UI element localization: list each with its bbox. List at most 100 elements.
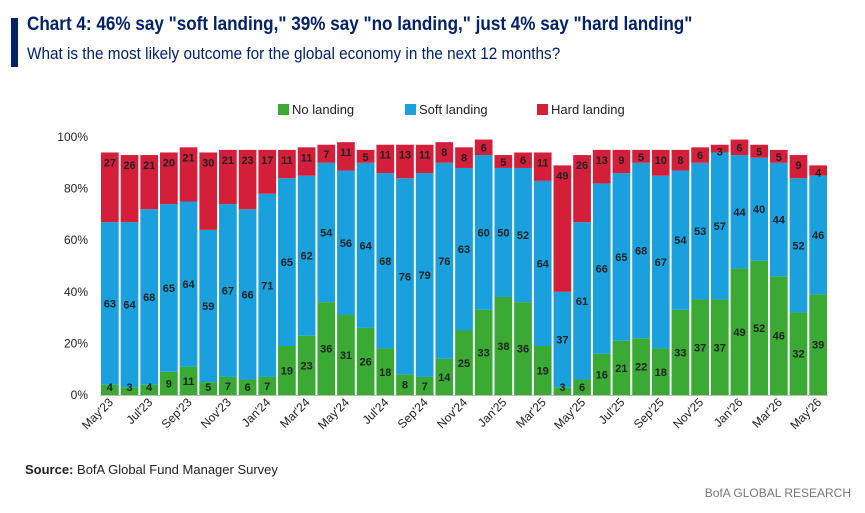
bar-segment-no-landing	[514, 302, 532, 395]
chart-data-labels: 4632736426468219652011642155930767216662…	[104, 142, 825, 394]
data-label: 66	[596, 264, 608, 276]
data-label: 30	[202, 157, 214, 169]
bar-segment-soft-landing	[258, 193, 277, 377]
bar-segment-soft-landing	[809, 175, 828, 295]
bar-segment-no-landing	[376, 348, 395, 395]
data-label: 9	[618, 155, 624, 167]
data-label: 13	[596, 155, 608, 167]
data-label: 5	[363, 152, 369, 164]
data-label: 54	[320, 227, 333, 239]
bar-segment-soft-landing	[553, 291, 572, 388]
bar-segment-no-landing	[553, 387, 572, 395]
data-label: 18	[655, 367, 667, 379]
data-label: 65	[281, 257, 293, 269]
x-tick-label: May'24	[315, 395, 352, 432]
data-label: 52	[792, 240, 804, 252]
bar-segment-soft-landing	[710, 152, 729, 300]
bar-segment-soft-landing	[317, 162, 336, 303]
x-axis: May'23 Jul'23 Sep'23 Nov'23 Jan'24 Mar'24 May'…	[79, 395, 825, 432]
data-label: 8	[441, 147, 447, 159]
bar-segment-hard-landing	[494, 155, 513, 168]
x-tick-label: Jul'25	[596, 395, 628, 427]
bar-segment-hard-landing	[455, 147, 473, 168]
y-tick-label: 80%	[64, 182, 88, 196]
bar-segment-soft-landing	[455, 167, 473, 331]
chart-title: Chart 4: 46% say "soft landing," 39% say…	[27, 14, 693, 35]
bar-segment-hard-landing	[337, 142, 355, 171]
bar-segment-no-landing	[258, 376, 277, 395]
data-label: 44	[773, 215, 786, 227]
x-tick-label: Jul'24	[360, 395, 392, 427]
data-label: 4	[146, 382, 153, 394]
data-label: 60	[478, 227, 490, 239]
data-label: 38	[497, 341, 509, 353]
y-tick-label: 40%	[64, 285, 88, 299]
bar-segment-no-landing	[317, 302, 336, 395]
bar-segment-hard-landing	[809, 165, 828, 176]
x-tick-label: Mar'25	[513, 395, 549, 431]
x-tick-label: Jan'26	[711, 395, 746, 430]
bar-segment-hard-landing	[396, 144, 414, 179]
bar-segment-no-landing	[612, 340, 631, 395]
bar-segment-soft-landing	[297, 175, 316, 336]
data-label: 5	[756, 147, 762, 159]
bar-segment-hard-landing	[219, 149, 237, 205]
data-label: 68	[143, 292, 155, 304]
data-label: 6	[520, 155, 526, 167]
bar-segment-soft-landing	[376, 173, 395, 349]
data-label: 71	[261, 280, 273, 292]
bar-segment-hard-landing	[710, 144, 729, 153]
data-label: 36	[320, 344, 332, 356]
data-label: 7	[264, 381, 270, 393]
data-label: 5	[500, 157, 506, 169]
data-label: 68	[379, 256, 391, 268]
chart-bars	[100, 139, 828, 395]
chart-legend: No landing Soft landing Hard landing	[278, 102, 625, 117]
bar-segment-soft-landing	[651, 175, 670, 349]
bar-segment-soft-landing	[632, 162, 650, 339]
bar-segment-no-landing	[592, 353, 611, 395]
bar-segment-no-landing	[809, 294, 828, 395]
bar-segment-soft-landing	[494, 167, 513, 297]
bar-segment-soft-landing	[219, 204, 237, 377]
data-label: 32	[792, 349, 804, 361]
x-tick-label: Jul'23	[124, 395, 156, 427]
bar-segment-no-landing	[691, 299, 709, 395]
x-tick-label: Sep'24	[395, 395, 431, 431]
bar-segment-hard-landing	[140, 155, 159, 210]
data-label: 52	[753, 323, 765, 335]
bar-segment-hard-landing	[514, 152, 532, 168]
data-label: 79	[419, 270, 431, 282]
bar-segment-soft-landing	[356, 162, 375, 328]
bar-segment-no-landing	[750, 260, 768, 395]
bar-segment-no-landing	[120, 387, 139, 395]
bar-segment-soft-landing	[592, 183, 611, 354]
bar-segment-soft-landing	[120, 222, 139, 388]
data-label: 56	[340, 238, 352, 250]
data-label: 76	[399, 271, 411, 283]
data-label: 6	[481, 142, 487, 154]
x-tick-label: Mar'24	[277, 395, 313, 431]
data-label: 21	[143, 160, 155, 172]
data-label: 21	[615, 363, 627, 375]
bar-segment-hard-landing	[553, 165, 572, 292]
bar-segment-soft-landing	[415, 173, 434, 377]
data-label: 21	[222, 155, 234, 167]
bar-segment-hard-landing	[199, 152, 218, 230]
data-label: 11	[419, 150, 431, 162]
data-label: 53	[694, 226, 706, 238]
x-tick-label: Nov'24	[434, 395, 470, 431]
data-label: 7	[323, 149, 329, 161]
bar-segment-hard-landing	[533, 152, 552, 181]
bar-segment-hard-landing	[356, 149, 375, 163]
data-label: 3	[559, 382, 565, 394]
data-label: 3	[126, 382, 132, 394]
y-tick-label: 0%	[71, 388, 89, 402]
data-label: 37	[556, 335, 568, 347]
data-label: 62	[300, 251, 312, 263]
data-label: 8	[461, 152, 467, 164]
data-label: 37	[694, 342, 706, 354]
bar-segment-soft-landing	[533, 180, 552, 346]
y-tick-label: 100%	[57, 130, 88, 144]
